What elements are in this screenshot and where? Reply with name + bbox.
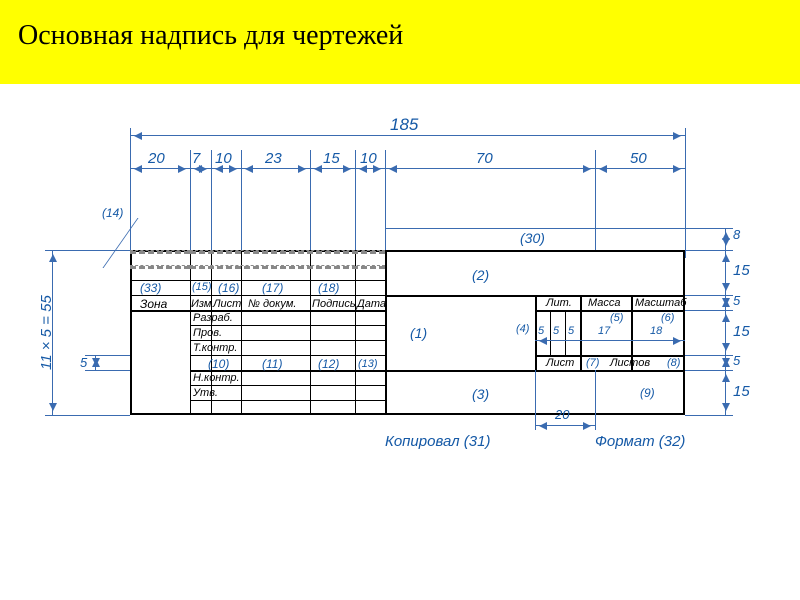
dim-50: 50	[630, 150, 647, 167]
lbl-13: (13)	[358, 358, 378, 370]
lbl-18r: (18)	[318, 281, 339, 295]
lbl-4: (4)	[516, 323, 529, 335]
diagram-container: 18 5 20 7 10 23 15 10 70 50 (14) (30)	[40, 120, 780, 590]
lbl-33: (33)	[140, 281, 161, 295]
dim-r4: 15	[733, 323, 750, 340]
lbl-massa: Масса	[588, 297, 621, 309]
dim-lb: 5	[80, 355, 87, 370]
dim-185: 185	[390, 115, 418, 135]
dim-11x5: 11 × 5 = 55	[38, 295, 55, 370]
dim-r5: 5	[733, 353, 740, 368]
sub-5a: 5	[538, 325, 544, 337]
lbl-1: (1)	[410, 325, 427, 341]
sub-18: 18	[650, 325, 662, 337]
sub-5c: 5	[568, 325, 574, 337]
lbl-17: (17)	[262, 281, 283, 295]
lbl-list2: Лист	[546, 357, 574, 369]
lbl-5: (5)	[610, 312, 623, 324]
lbl-list: Лист	[213, 298, 241, 310]
dim-r1: 8	[733, 227, 740, 242]
lbl-8: (8)	[667, 357, 680, 369]
lbl-10: (10)	[208, 357, 229, 371]
lbl-podpis: Подпись	[312, 298, 356, 310]
lbl-prov: Пров.	[193, 327, 222, 339]
dim-10a: 10	[215, 150, 232, 167]
lbl-razrab: Разраб.	[193, 312, 233, 324]
lbl-15r: (15)	[192, 281, 212, 293]
page-title: Основная надпись для чертежей	[18, 20, 403, 51]
lbl-30: (30)	[520, 230, 545, 246]
dim-70: 70	[476, 150, 493, 167]
lbl-11: (11)	[262, 357, 282, 371]
lbl-6: (6)	[661, 312, 674, 324]
lbl-tkontr: Т.контр.	[193, 342, 237, 354]
title-banner: Основная надпись для чертежей	[0, 0, 800, 84]
lbl-nkontr: Н.контр.	[193, 372, 240, 384]
lbl-7: (7)	[586, 357, 599, 369]
sub-5b: 5	[553, 325, 559, 337]
lbl-data: Дата	[357, 298, 386, 310]
lbl-format: Формат (32)	[595, 433, 685, 450]
lbl-zona: Зона	[140, 297, 167, 311]
lbl-izm: Изм	[191, 298, 211, 310]
lbl-9: (9)	[640, 386, 655, 400]
dim-b20: 20	[555, 407, 569, 422]
dim-10b: 10	[360, 150, 377, 167]
dim-r2: 15	[733, 262, 750, 279]
dim-7: 7	[192, 150, 200, 167]
dim-23: 23	[265, 150, 282, 167]
lbl-masshtab: Масштаб	[635, 297, 686, 309]
lbl-listov: Листов	[610, 357, 650, 369]
dim-r6: 15	[733, 383, 750, 400]
sub-17: 17	[598, 325, 610, 337]
lbl-12: (12)	[318, 357, 339, 371]
lbl-2: (2)	[472, 267, 489, 283]
lbl-lit: Лит.	[546, 297, 572, 309]
lbl-16: (16)	[218, 281, 239, 295]
dim-20: 20	[148, 150, 165, 167]
lbl-3: (3)	[472, 386, 489, 402]
lbl-14: (14)	[102, 206, 123, 220]
lbl-utv: Утв.	[193, 387, 218, 399]
lbl-kopiroval: Копировал (31)	[385, 433, 490, 450]
lbl-ndokum: № докум.	[248, 298, 296, 310]
dim-r3: 5	[733, 293, 740, 308]
dim-15: 15	[323, 150, 340, 167]
